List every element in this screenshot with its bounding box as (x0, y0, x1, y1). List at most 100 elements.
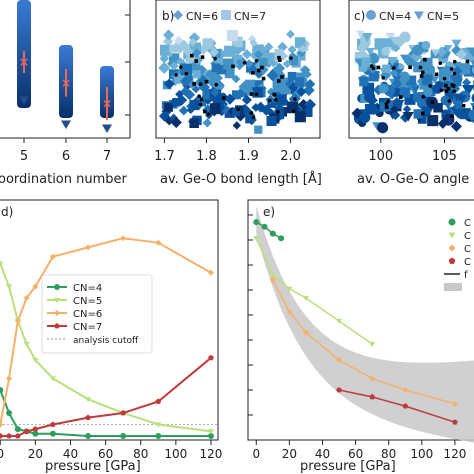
c-points-point (433, 103, 443, 113)
b-points-point (189, 42, 202, 55)
c-points-mean-point (430, 100, 435, 105)
series-cn6-point (32, 283, 39, 290)
c-points-point (399, 87, 411, 98)
panel-a: × × × 5 6 7 oordination number (0, 0, 138, 187)
b-points-point (222, 58, 234, 70)
b-points-point (304, 78, 316, 90)
c-points-point (464, 52, 474, 63)
b-points-point (296, 72, 306, 81)
b-points-mean-point (203, 109, 207, 114)
c-points-mean-point (376, 65, 381, 70)
c-points-point (376, 122, 389, 134)
legend-label: CN=7 (234, 10, 266, 23)
b-points-point (246, 62, 257, 73)
b-points-point (214, 57, 224, 66)
panel-d-xlabel: pressure [GPa] (45, 459, 141, 474)
c-points-mean-point (420, 111, 425, 116)
series-cn4-point (14, 426, 21, 433)
cn-5-bottom-marker (19, 96, 29, 105)
panel-d-xtick-label: 60 (98, 447, 113, 461)
panel-a-xtick-label: 5 (20, 149, 28, 164)
c-points-point (379, 102, 389, 112)
series-cn6-point (120, 235, 127, 242)
series-cn4-point (207, 433, 214, 439)
series-2-point (302, 329, 309, 336)
c-points-point (464, 85, 474, 94)
b-points-point (174, 43, 186, 54)
series-1-fit-line (255, 237, 373, 345)
series-cn6-point (6, 375, 13, 382)
c-points-point (459, 108, 471, 120)
b-points-point (266, 108, 276, 118)
panel-d-label: d) (1, 205, 13, 219)
b-points-point (223, 45, 236, 57)
series-cn5-point (23, 341, 30, 347)
series-cn4-line (0, 389, 211, 437)
c-points-point (444, 90, 455, 101)
series-2-point (402, 387, 409, 393)
c-points-point (453, 107, 465, 119)
legend-label: f (464, 270, 468, 281)
c-points-mean-point (439, 88, 444, 93)
b-points-point (241, 94, 252, 105)
b-points-point (272, 79, 285, 92)
c-points-point (410, 85, 420, 94)
b-points-point (232, 107, 241, 116)
c-points-point (400, 54, 411, 64)
legend-cn4-marker (366, 10, 376, 20)
c-points-mean-point (447, 99, 452, 103)
b-points-mean-point (199, 97, 204, 102)
b-points-point (211, 63, 221, 73)
b-points-point (266, 115, 277, 126)
c-points-point (422, 87, 433, 97)
series-cn7-point (155, 398, 162, 404)
c-points-mean-point (452, 71, 457, 76)
panel-d-xtick-label: 80 (133, 447, 148, 461)
c-points-point (408, 48, 419, 59)
b-points-mean-point (206, 112, 211, 116)
b-points-point (180, 63, 193, 76)
b-points-point (192, 48, 202, 58)
legend-label: CN=6 (73, 309, 102, 320)
b-points-point (158, 61, 171, 74)
c-points-mean-point (434, 72, 439, 77)
legend-label: CN=6 (186, 10, 218, 23)
b-points-mean-point (242, 60, 247, 65)
c-points-point (404, 93, 416, 105)
c-points-point (381, 46, 391, 56)
c-points-point (449, 72, 459, 82)
b-points-point (249, 38, 258, 47)
b-points-point (159, 53, 169, 64)
b-points-point (286, 101, 299, 114)
c-points-mean-point (421, 70, 425, 75)
b-points-point (265, 52, 278, 65)
legend-label: CN=4 (379, 10, 411, 23)
panel-b-xtick-label: 2.0 (280, 149, 301, 164)
c-points-point (398, 71, 410, 83)
panel-b-xtick-label: 1.9 (238, 149, 259, 164)
legend-marker (54, 297, 60, 303)
panel-d: d) CN=4 CN=5 CN=6 CN=7 analysis cutoff 0 20 40… (0, 199, 222, 474)
legend-cutoff-label: analysis cutoff (73, 336, 139, 346)
b-points-point (178, 105, 189, 116)
b-points-point (301, 106, 313, 117)
c-points-point (431, 49, 440, 57)
c-points-point (450, 103, 461, 114)
b-points-point (214, 73, 223, 83)
c-points-mean-point (391, 66, 396, 70)
b-points-mean-point (192, 82, 197, 86)
b-points-point (210, 87, 220, 97)
b-points-point (252, 44, 264, 57)
c-points-point (462, 77, 472, 87)
panel-e-xtick-label: 80 (381, 447, 396, 461)
legend-label: C (464, 257, 471, 268)
b-points-mean-point (272, 92, 277, 97)
panel-d-xtick-label: 40 (63, 447, 78, 461)
b-points-mean-point (249, 92, 254, 96)
c-points-mean-point (442, 76, 447, 81)
b-points-point (239, 103, 251, 115)
c-points-mean-point (428, 84, 432, 88)
b-points-mean-point (251, 71, 255, 75)
series-cn7-point (0, 433, 4, 439)
